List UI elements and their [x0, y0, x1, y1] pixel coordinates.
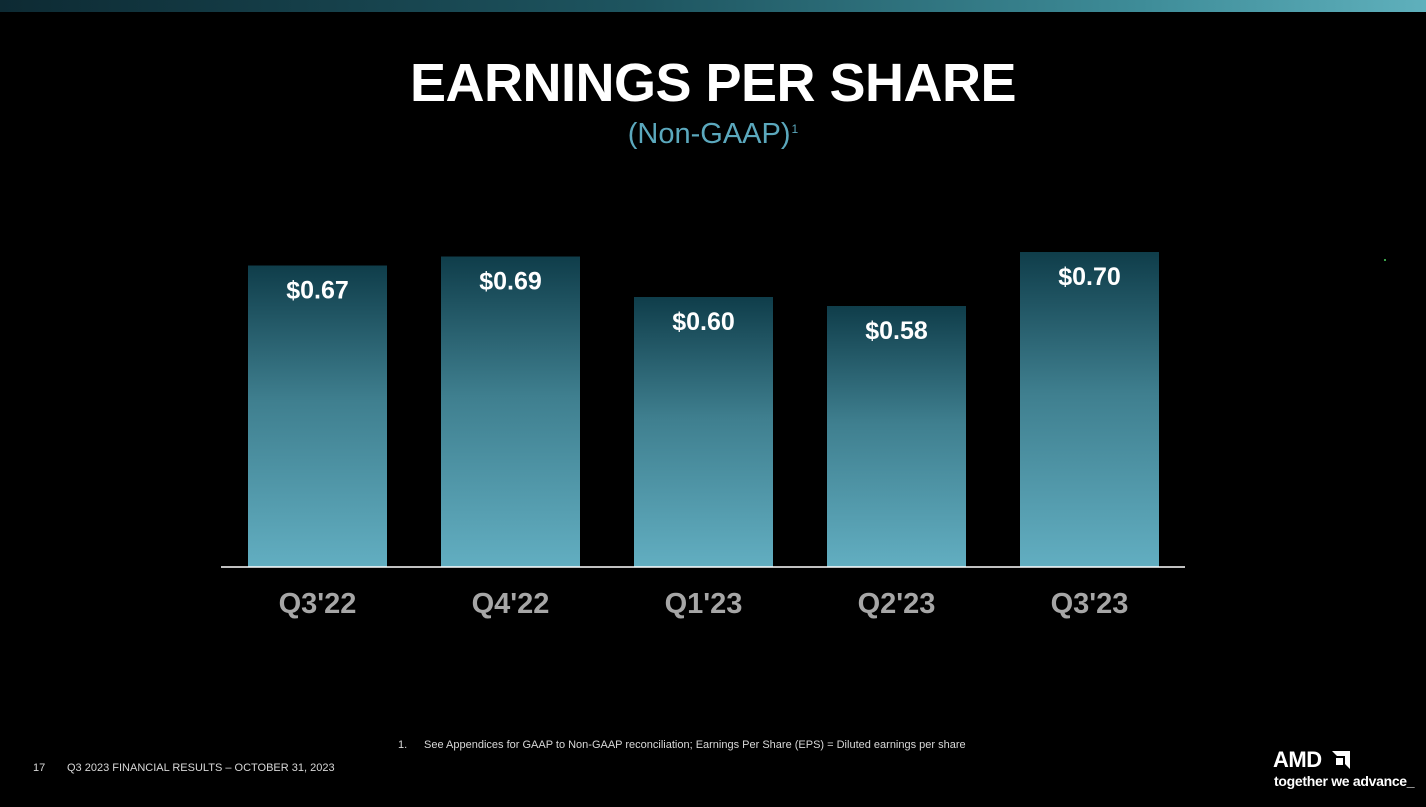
subtitle-footnote-ref: 1	[791, 122, 799, 136]
category-label: Q2'23	[858, 588, 936, 620]
amd-arrow-icon	[1332, 751, 1350, 769]
bar-2	[634, 297, 773, 567]
footnote-text: See Appendices for GAAP to Non-GAAP reco…	[424, 739, 966, 751]
slide-title: EARNINGS PER SHARE	[409, 53, 1017, 113]
amd-logo: AMD together we advance_	[1273, 747, 1415, 792]
logo-wordmark: AMD	[1273, 747, 1322, 772]
page-number: 17	[33, 762, 46, 774]
bar-value-label: $0.70	[1058, 263, 1121, 291]
footnote-number: 1.	[398, 739, 408, 751]
bar-3	[827, 306, 966, 567]
bar-4	[1020, 252, 1159, 567]
bar-0	[248, 265, 387, 567]
tagline: together we advance_	[1274, 773, 1415, 789]
bar-value-label: $0.69	[479, 268, 542, 296]
bar-value-label: $0.60	[672, 308, 735, 336]
slide-subtitle: (Non-GAAP)1	[0, 118, 1426, 151]
subtitle-text: (Non-GAAP)	[627, 118, 791, 150]
footnote: 1. See Appendices for GAAP to Non-GAAP re…	[398, 739, 966, 751]
category-label: Q4'22	[472, 588, 550, 620]
category-label: Q3'23	[1051, 588, 1129, 620]
bar-value-label: $0.67	[286, 277, 349, 305]
category-label: Q1'23	[665, 588, 743, 620]
footer-text: Q3 2023 FINANCIAL RESULTS – OCTOBER 31, …	[67, 762, 335, 774]
category-label: Q3'22	[279, 588, 357, 620]
top-accent-band	[0, 0, 1426, 12]
bar-value-label: $0.58	[865, 317, 928, 345]
bar-1	[441, 256, 580, 567]
decorative-dot	[1384, 259, 1386, 261]
